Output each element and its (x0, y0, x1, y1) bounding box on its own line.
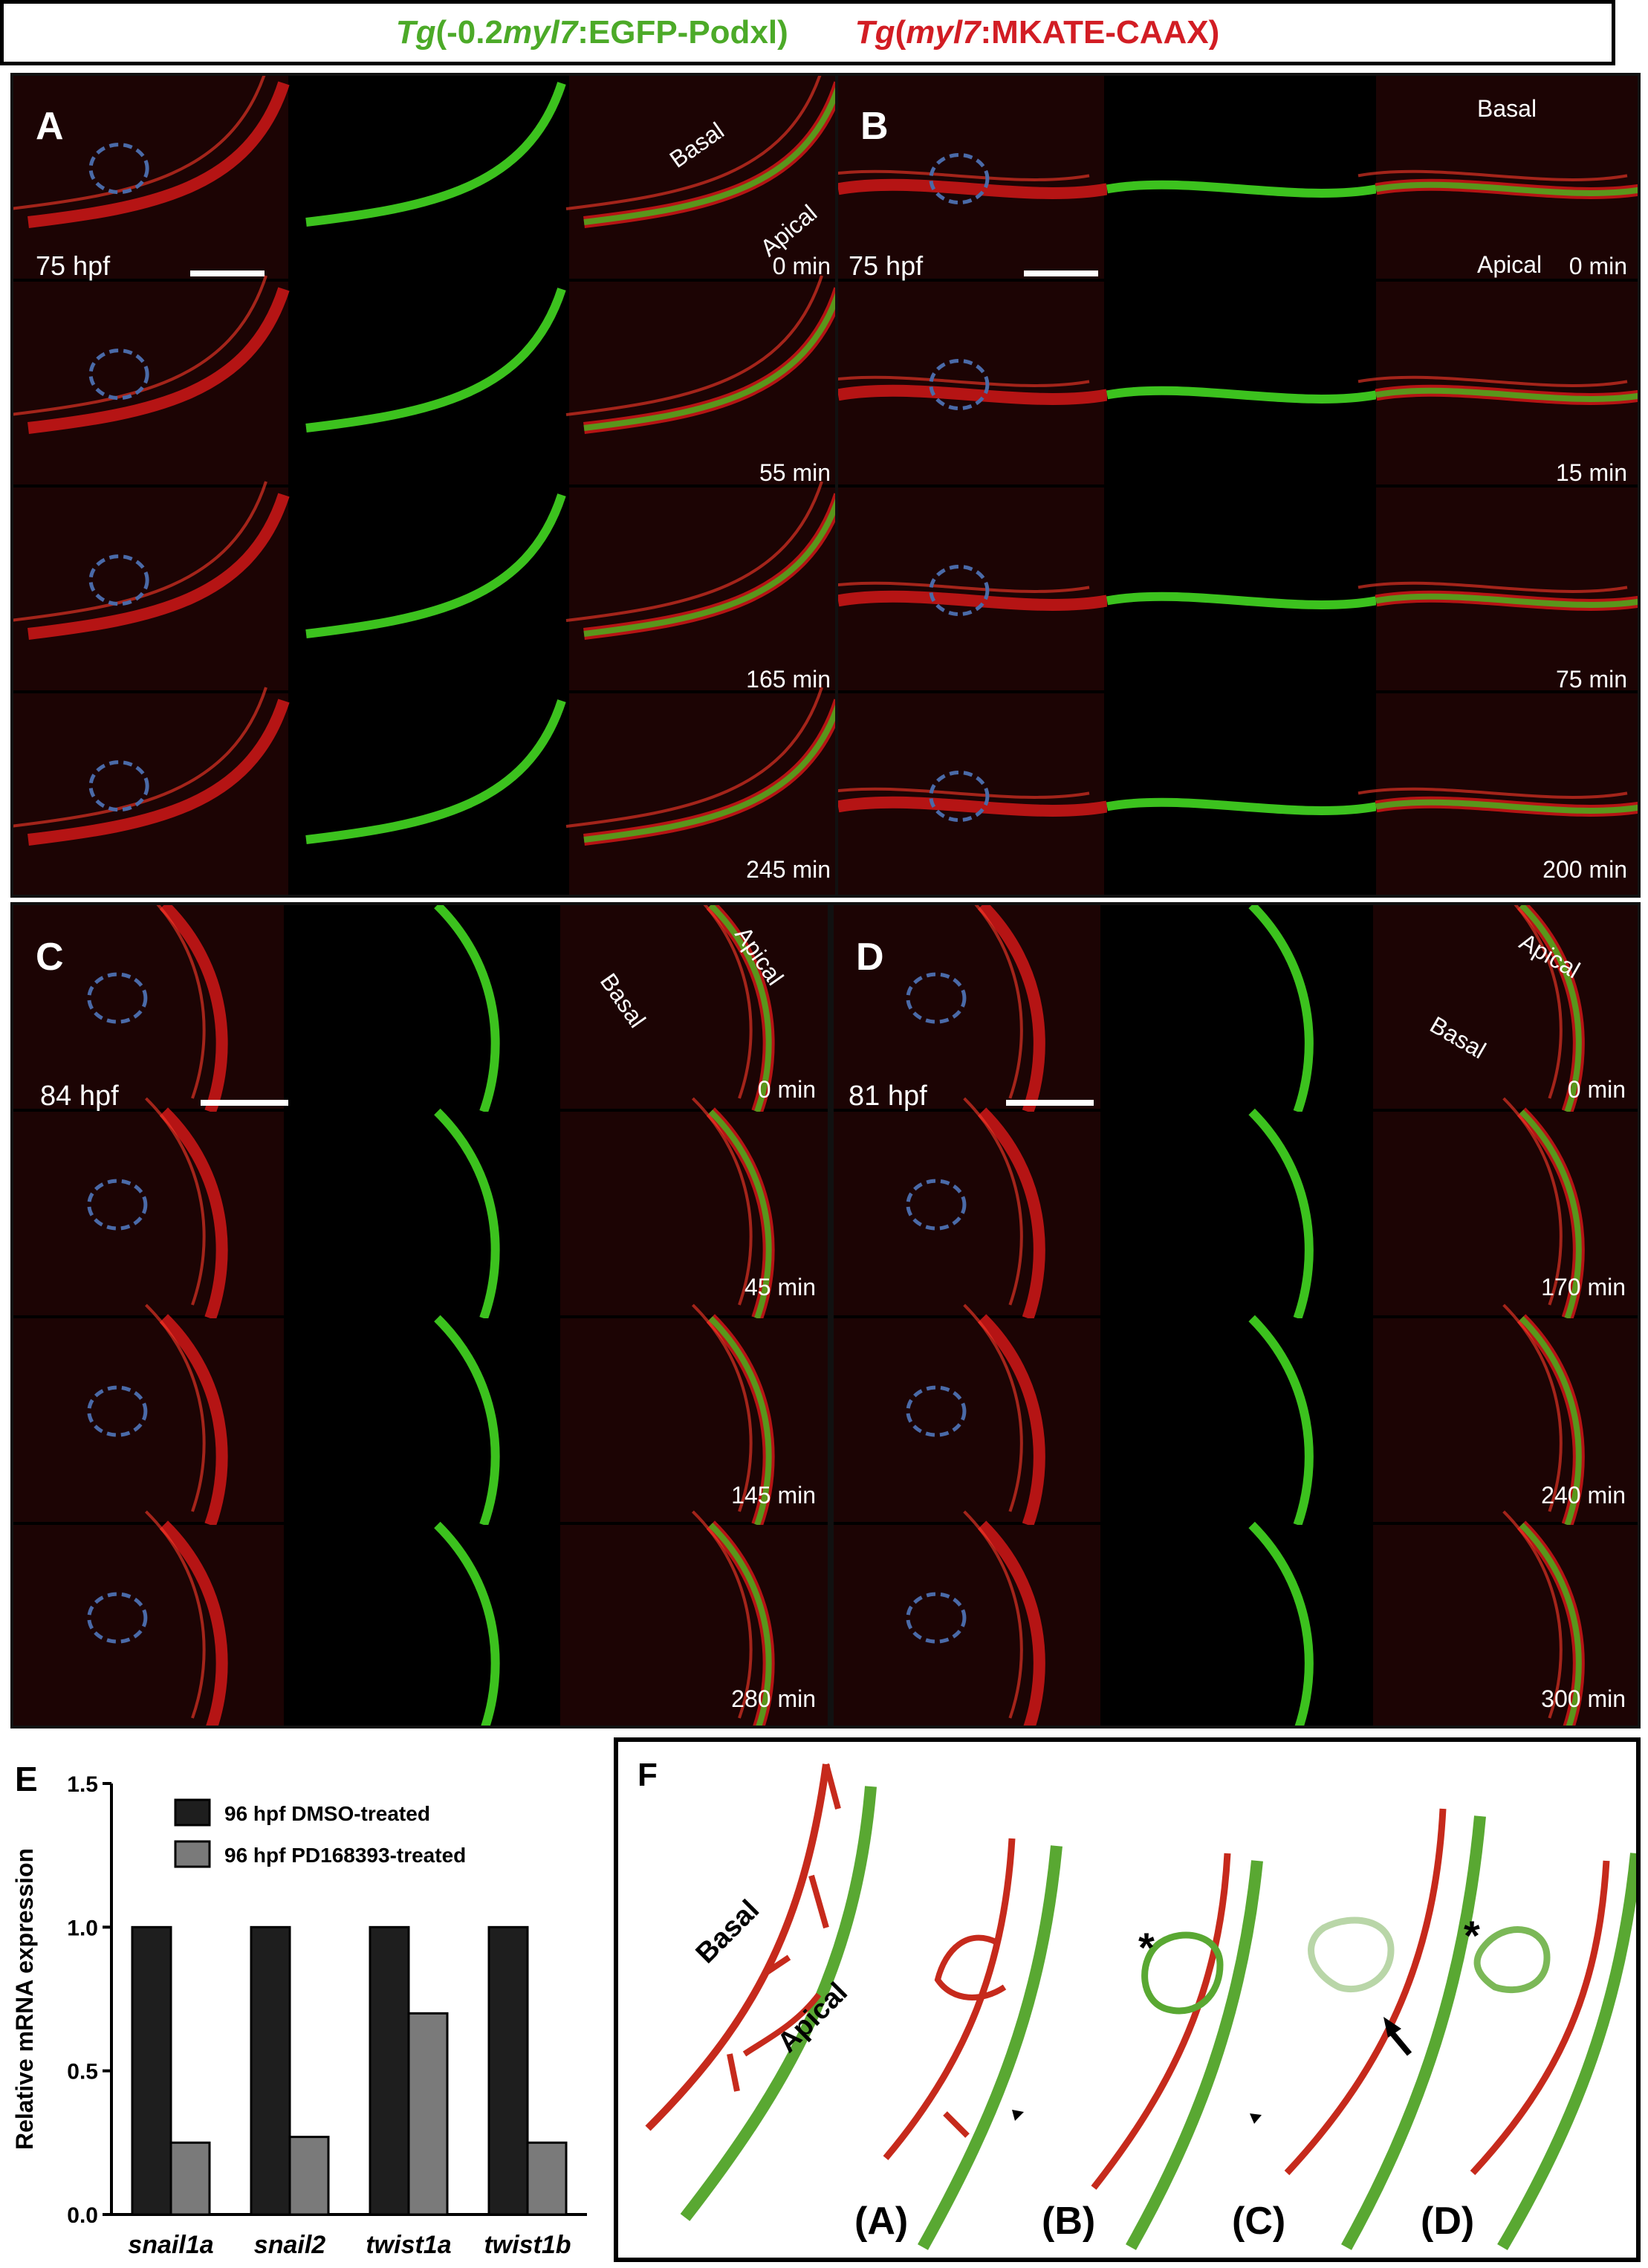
schematic-d (1470, 1853, 1636, 2251)
panel-b-time-2: 15 min (1555, 459, 1627, 486)
red-transgene-label: Tg(myl7:MKATE-CAAX) (854, 14, 1220, 51)
panel-b-basal-label: Basal (1477, 95, 1537, 122)
panel-a-time-3: 165 min (746, 666, 831, 693)
panel-a: A 75 hpf Basal Apical 0 min 55 min 165 m… (10, 73, 844, 898)
panel-f-label: F (638, 1757, 658, 1793)
panel-f-basal-label: Basal (690, 1894, 765, 1969)
panel-f-schematic: Basal Apical * (645, 1763, 1636, 2251)
schematic-b-asterisk: * (1138, 1924, 1155, 1971)
scale-bar (1006, 1100, 1094, 1106)
panel-a-time-4: 245 min (746, 856, 831, 883)
panel-d-stage: 81 hpf (849, 1080, 927, 1112)
x-tick-labels: snail1a snail2 twist1a twist1b (128, 2231, 571, 2259)
panel-d-time-3: 240 min (1541, 1482, 1626, 1509)
panel-b-time-3: 75 min (1555, 666, 1627, 693)
bar-snail1a-pd (169, 2141, 211, 2216)
panel-c-time-1: 0 min (757, 1076, 816, 1103)
y-tick-label: 0.5 (67, 2060, 98, 2084)
x-tick-label: twist1b (484, 2231, 571, 2259)
panel-c-images (13, 905, 828, 1726)
panel-c-stage: 84 hpf (40, 1080, 119, 1112)
bar-twist1a-dmso (369, 1925, 410, 2216)
panel-c: C 84 hpf Apical Basal 0 min 45 min 145 m… (10, 902, 831, 1728)
panel-b: B 75 hpf Basal Apical 0 min 15 min 75 mi… (835, 73, 1641, 898)
panel-c-time-4: 280 min (731, 1685, 816, 1712)
panel-a-images (13, 76, 841, 895)
legend: 96 hpf DMSO-treated 96 hpf PD168393-treat… (174, 1798, 466, 1868)
x-tick-label: snail1a (128, 2231, 213, 2259)
bar-twist1b-dmso (487, 1925, 529, 2216)
panel-b-images (838, 76, 1638, 895)
legend-swatch (174, 1798, 211, 1827)
panel-d-time-1: 0 min (1567, 1076, 1626, 1103)
panel-a-time-1: 0 min (772, 253, 831, 279)
panel-d: D 81 hpf Apical Basal 0 min 170 min 240 … (831, 902, 1641, 1728)
green-transgene-label: Tg(-0.2myl7:EGFP-Podxl) (395, 14, 788, 51)
scale-bar (1024, 270, 1098, 276)
panel-f-sub-b: (B) (1042, 2200, 1095, 2243)
y-tick-label: 0.0 (67, 2203, 98, 2228)
panel-f: F Basal Apical * (614, 1737, 1641, 2262)
legend-label: 96 hpf PD168393-treated (224, 1844, 466, 1867)
panel-f-sub-a: (A) (854, 2200, 908, 2243)
panel-d-time-2: 170 min (1541, 1274, 1626, 1300)
schematic-baseline (645, 1763, 877, 2221)
y-tick-label: 1.0 (67, 1916, 98, 1940)
panel-c-time-2: 45 min (744, 1274, 816, 1300)
x-tick-label: twist1a (366, 2231, 451, 2259)
schematic-c (1284, 1808, 1486, 2250)
panel-d-label: D (856, 936, 884, 979)
x-tick-label: snail2 (254, 2231, 325, 2259)
panel-d-images (834, 905, 1638, 1726)
bar-snail1a-dmso (131, 1925, 172, 2216)
legend-label: 96 hpf DMSO-treated (224, 1802, 430, 1825)
panel-f-sub-d: (D) (1421, 2200, 1474, 2243)
schematic-b (1091, 1853, 1263, 2250)
panel-c-label: C (36, 936, 64, 979)
panel-d-time-4: 300 min (1541, 1685, 1626, 1712)
bar-snail2-pd (288, 2136, 330, 2216)
panel-e-bar-chart: E Relative mRNA expression 0.00.51.01.5 … (11, 1760, 587, 2259)
scale-bar (190, 270, 265, 276)
y-tick-label: 1.5 (67, 1772, 98, 1797)
panel-b-stage: 75 hpf (849, 250, 924, 281)
bar-snail2-dmso (250, 1925, 291, 2216)
y-axis-label: Relative mRNA expression (11, 1848, 38, 2150)
legend-swatch (174, 1840, 211, 1868)
bar-twist1b-pd (526, 2141, 568, 2216)
panel-f-apical-label: Apical (772, 1977, 854, 2058)
panel-e-label: E (15, 1760, 38, 1798)
panel-c-time-3: 145 min (731, 1482, 816, 1509)
panel-a-time-2: 55 min (759, 459, 831, 486)
panel-b-time-1: 0 min (1568, 253, 1627, 279)
panel-a-label: A (36, 105, 64, 148)
schematic-d-asterisk: * (1464, 1912, 1480, 1959)
panel-b-time-4: 200 min (1542, 856, 1627, 883)
panel-a-stage: 75 hpf (36, 250, 111, 281)
figure-header: Tg(-0.2myl7:EGFP-Podxl) Tg(myl7:MKATE-CA… (0, 0, 1615, 65)
bars (131, 1925, 568, 2216)
scale-bar (201, 1100, 288, 1106)
bar-twist1a-pd (407, 2012, 449, 2216)
schematic-a (883, 1838, 1063, 2250)
panel-b-apical-label: Apical (1477, 251, 1542, 278)
panel-f-sub-c: (C) (1232, 2200, 1285, 2243)
panel-b-label: B (860, 105, 889, 148)
